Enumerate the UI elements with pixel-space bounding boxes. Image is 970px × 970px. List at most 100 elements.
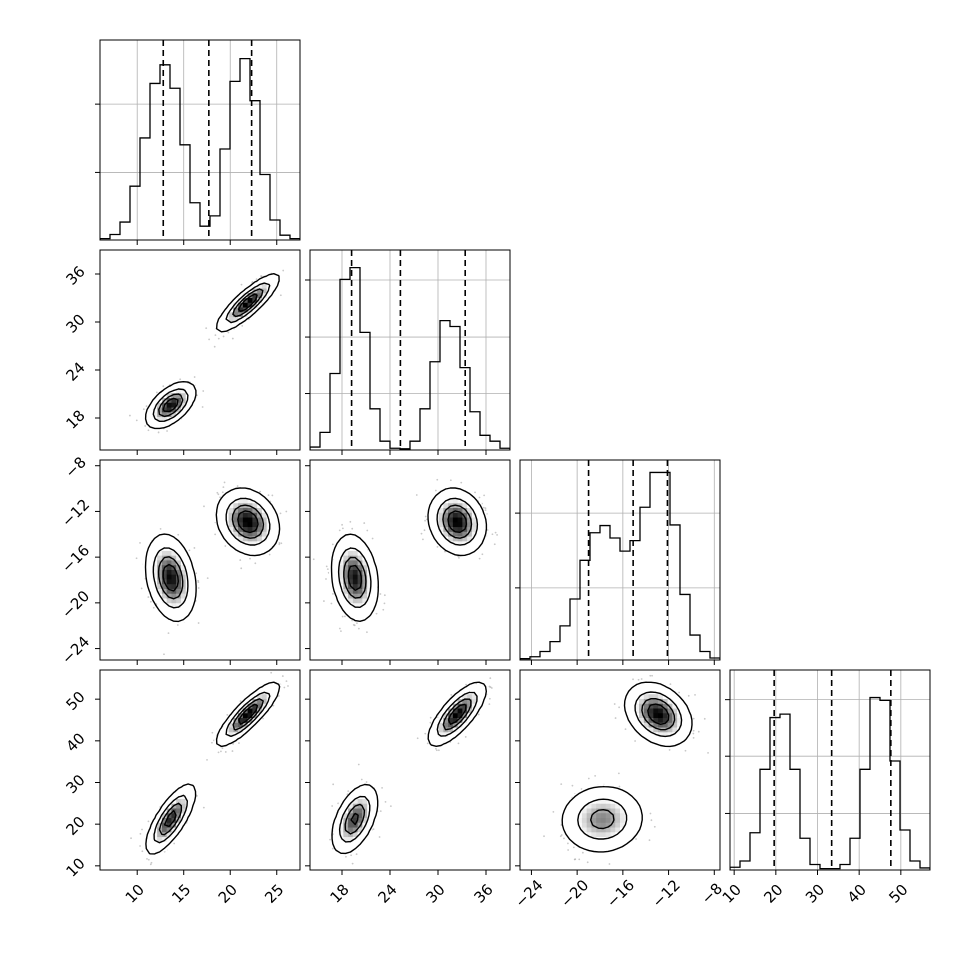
density-cell: [362, 564, 368, 570]
density-cell: [266, 288, 272, 294]
contour-line: [158, 698, 264, 836]
sample-point: [338, 529, 341, 532]
sample-point: [424, 519, 426, 522]
density-cell: [471, 689, 478, 695]
density-cell: [624, 803, 630, 809]
sample-point: [222, 335, 225, 338]
density-cell: [457, 521, 463, 528]
density-cell: [180, 574, 187, 580]
density-cell: [247, 521, 253, 528]
density-cell: [242, 698, 249, 704]
contour-line: [561, 681, 693, 853]
density-cell: [338, 598, 344, 604]
sample-point: [494, 531, 497, 534]
density-cell: [157, 540, 163, 547]
density-cell: [352, 607, 359, 613]
density-cell: [219, 727, 225, 733]
density-cell: [462, 689, 468, 695]
x-tick-label: −24: [512, 876, 547, 911]
density-cell: [161, 593, 168, 599]
density-cell: [238, 731, 244, 738]
density-cell: [348, 612, 354, 618]
density-cell: [180, 392, 187, 399]
density-cell: [271, 693, 277, 699]
density-cell: [467, 708, 473, 714]
density-cell: [357, 602, 363, 609]
sample-point: [282, 269, 285, 272]
density-cell: [662, 708, 669, 714]
density-cell: [343, 579, 349, 585]
density-cell: [371, 803, 378, 809]
density-cell: [577, 808, 583, 814]
density-cell: [176, 602, 182, 609]
density-cell: [667, 731, 673, 738]
sample-point: [217, 751, 220, 754]
density-cell: [261, 698, 268, 704]
density-cell: [171, 617, 177, 623]
density-cell: [152, 822, 158, 828]
density-cell: [367, 793, 373, 799]
density-cell: [176, 545, 182, 551]
density-cell: [457, 512, 463, 518]
density-cell: [180, 593, 187, 599]
density-cell: [190, 392, 196, 399]
density-cell: [605, 793, 611, 799]
density-cell: [433, 502, 439, 509]
sample-point: [145, 405, 148, 408]
density-cell: [180, 607, 187, 613]
density-cell: [161, 411, 168, 418]
sample-point: [382, 608, 385, 611]
sample-point: [649, 674, 652, 677]
density-cell: [333, 583, 339, 589]
density-cell: [658, 741, 664, 747]
density-cell: [443, 736, 449, 742]
density-cell: [371, 564, 378, 570]
density-cell: [338, 540, 344, 547]
sample-point: [278, 543, 281, 546]
density-cell: [228, 498, 234, 504]
sample-point: [653, 825, 656, 828]
sample-point: [559, 835, 562, 838]
density-cell: [634, 817, 640, 823]
density-cell: [166, 579, 172, 585]
sample-point: [236, 485, 239, 487]
density-cell: [438, 526, 444, 532]
density-cell: [333, 822, 339, 828]
density-cell: [677, 736, 683, 742]
density-cell: [252, 502, 258, 509]
density-cell: [605, 803, 611, 809]
density-cell: [371, 579, 378, 585]
density-cell: [662, 698, 669, 704]
density-cell: [615, 798, 621, 804]
density-cell: [443, 545, 449, 551]
sample-point: [341, 527, 344, 530]
histogram-step: [310, 266, 510, 450]
density-cell: [610, 831, 616, 838]
density-cell: [357, 798, 363, 804]
density-cell: [438, 540, 444, 547]
density-cell: [152, 397, 158, 403]
density-cell: [610, 803, 616, 809]
y-tick-label: 10: [63, 854, 89, 880]
density-cell: [471, 698, 478, 704]
density-cell: [161, 612, 168, 618]
density-cell: [443, 517, 449, 523]
density-cell: [152, 421, 158, 427]
contour-line: [144, 487, 281, 623]
density-cell: [600, 789, 607, 795]
density-cell: [658, 689, 664, 695]
density-cell: [247, 708, 253, 714]
density-cell: [266, 536, 272, 542]
density-cell: [457, 493, 463, 499]
density-cell: [629, 803, 635, 809]
sample-point: [224, 751, 227, 753]
density-cell: [266, 507, 272, 513]
sample-point: [152, 606, 155, 609]
sample-point: [424, 732, 427, 735]
density-cell: [471, 708, 478, 714]
density-cell: [157, 588, 163, 594]
density-cell: [567, 803, 573, 809]
sample-point: [340, 630, 342, 633]
density-cell: [157, 550, 163, 556]
density-cell: [577, 803, 583, 809]
